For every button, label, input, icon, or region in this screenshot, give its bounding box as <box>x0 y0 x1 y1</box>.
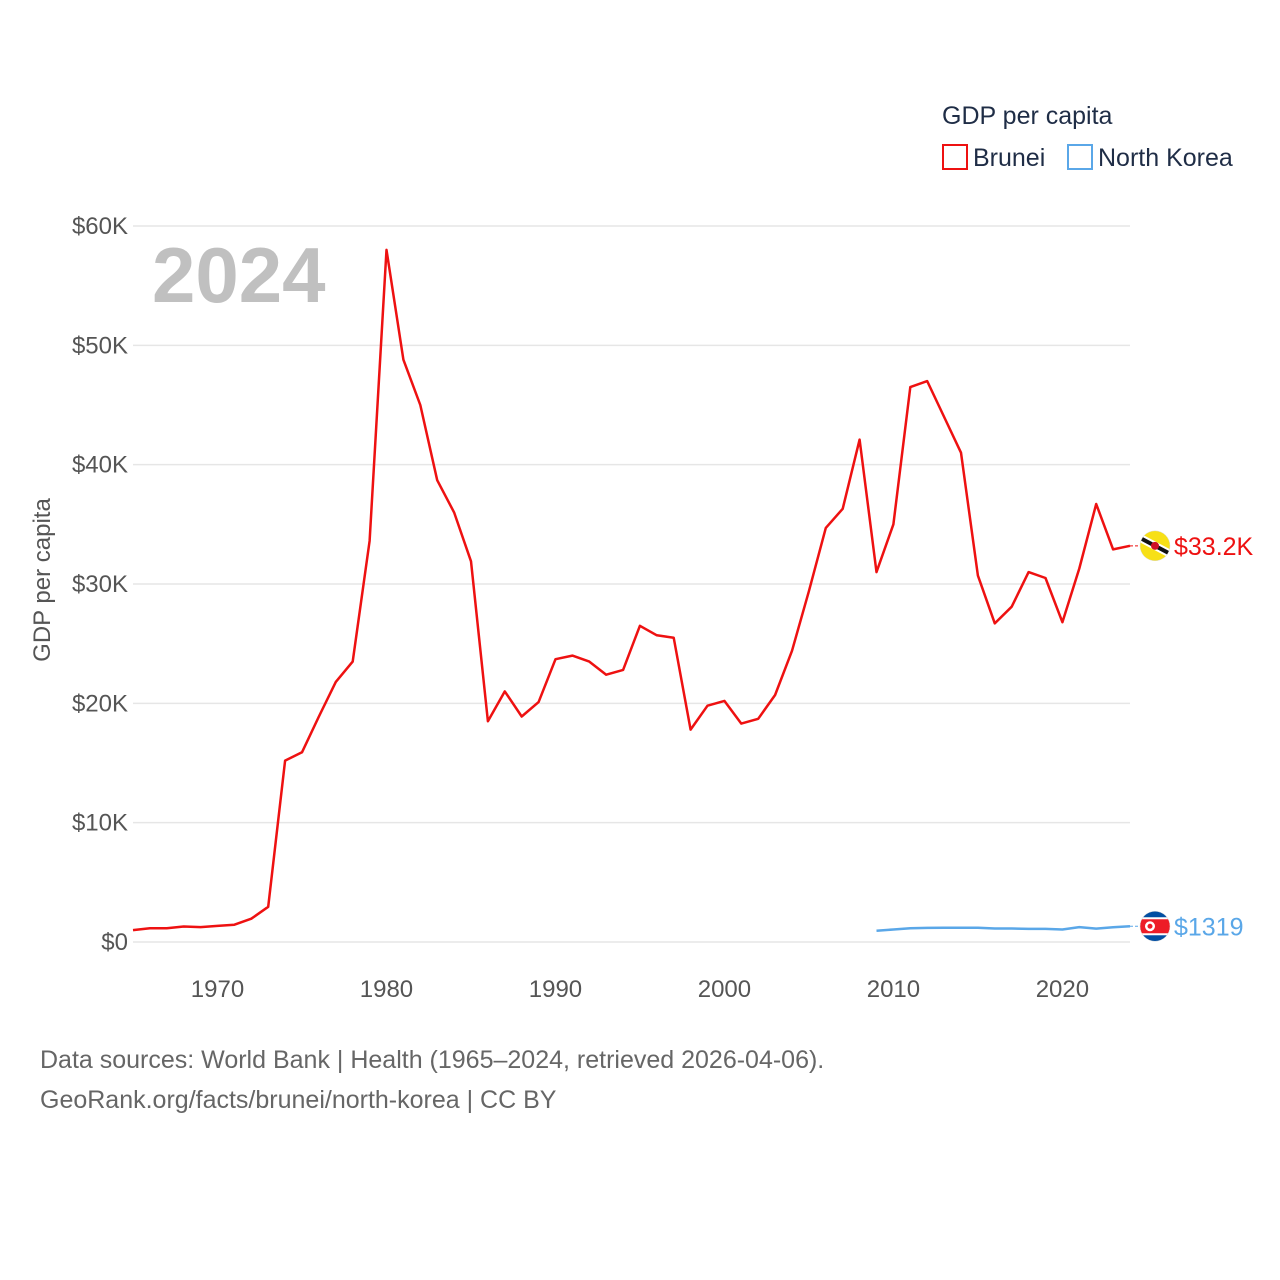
x-tick-label: 1970 <box>191 976 244 1003</box>
series-line-brunei <box>132 248 1131 932</box>
legend-label-brunei: Brunei <box>973 144 1045 172</box>
y-tick-label: $40K <box>72 452 128 479</box>
footer-attribution: GeoRank.org/facts/brunei/north-korea | C… <box>40 1086 557 1114</box>
legend-swatch-north-korea <box>1067 144 1093 170</box>
x-tick-label: 2000 <box>698 976 751 1003</box>
y-tick-label: $10K <box>72 810 128 837</box>
x-tick-label: 1980 <box>360 976 413 1003</box>
legend: GDP per capita Brunei North Korea <box>942 102 1233 172</box>
footer-sources: Data sources: World Bank | Health (1965–… <box>40 1046 825 1074</box>
end-label-brunei: $33.2K <box>1174 533 1254 561</box>
series-line-north-korea <box>876 925 1131 932</box>
year-watermark: 2024 <box>152 231 326 319</box>
x-axis-ticks: 1970 1980 1990 2000 2010 2020 <box>191 976 1089 1003</box>
x-tick-label: 2010 <box>867 976 920 1003</box>
y-tick-label: $60K <box>72 213 128 240</box>
brunei-flag-icon <box>1139 530 1171 562</box>
y-axis-label: GDP per capita <box>29 498 56 662</box>
north-korea-flag-icon <box>1139 911 1171 942</box>
series-lines <box>132 248 1131 932</box>
legend-title: GDP per capita <box>942 102 1113 130</box>
y-tick-label: $50K <box>72 332 128 359</box>
gridlines <box>133 225 1130 943</box>
y-tick-label: $30K <box>72 571 128 598</box>
end-label-north-korea: $1319 <box>1174 913 1244 941</box>
series-end-markers: $33.2K $1319 <box>1130 530 1254 942</box>
x-tick-label: 2020 <box>1036 976 1089 1003</box>
legend-swatch-brunei <box>942 144 968 170</box>
x-tick-label: 1990 <box>529 976 582 1003</box>
legend-label-north-korea: North Korea <box>1098 144 1233 172</box>
y-tick-label: $0 <box>101 929 128 956</box>
y-axis-ticks: $0 $10K $20K $30K $40K $50K $60K <box>72 213 128 956</box>
y-tick-label: $20K <box>72 690 128 717</box>
